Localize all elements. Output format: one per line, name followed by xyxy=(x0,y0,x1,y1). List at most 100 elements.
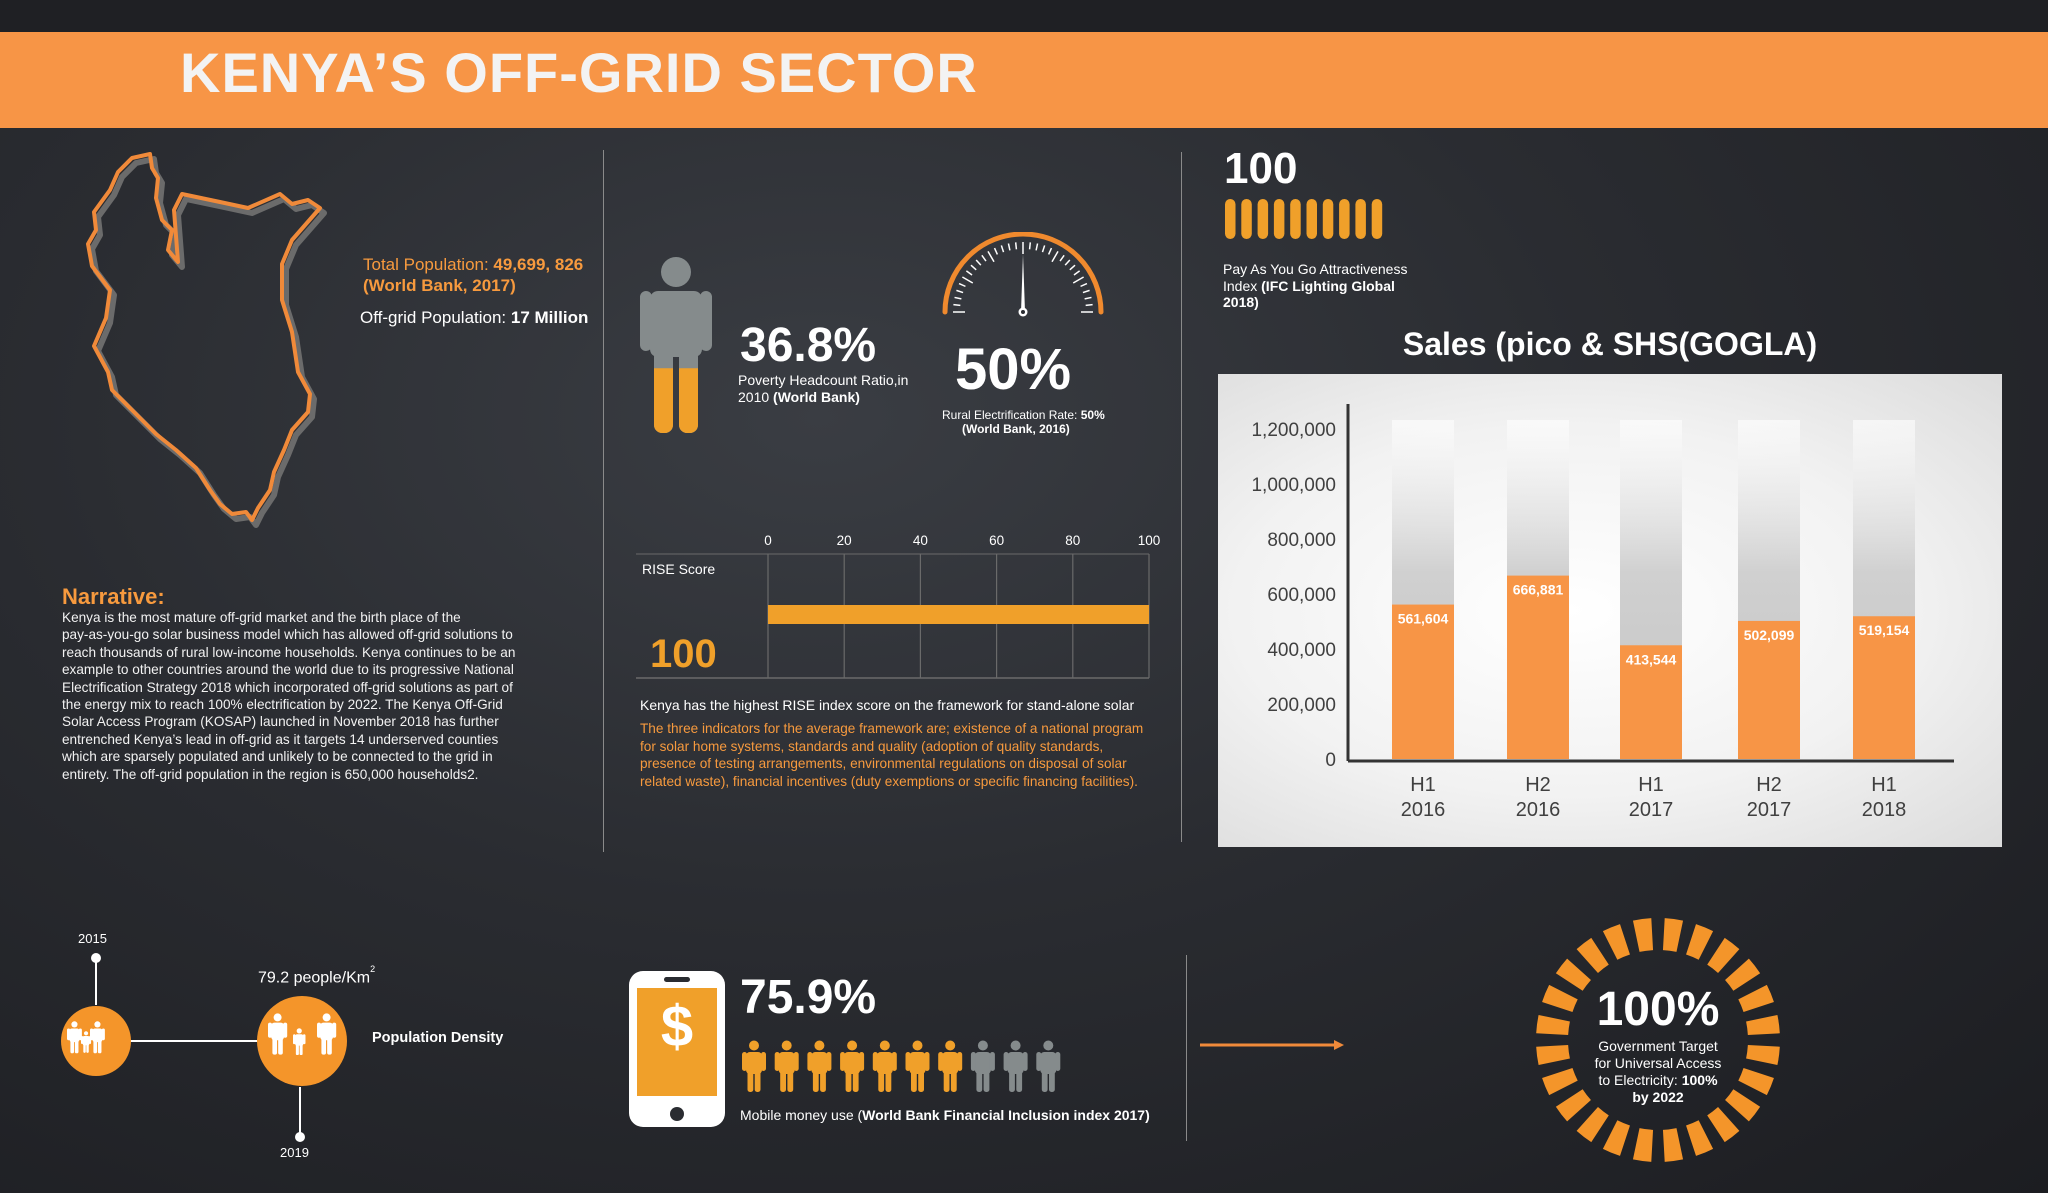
gauge-tick xyxy=(1073,270,1081,276)
rise-caption: Kenya has the highest RISE index score o… xyxy=(640,697,1135,713)
person-icon xyxy=(640,257,712,433)
gauge-tick xyxy=(1080,282,1088,288)
person-icon xyxy=(840,1040,865,1092)
rise-tick-label: 100 xyxy=(1138,533,1161,548)
gauge-tick xyxy=(1041,245,1046,253)
payg-pill xyxy=(1257,199,1269,239)
gauge-tick xyxy=(953,303,961,307)
ring-segment xyxy=(1555,1089,1591,1122)
person-icon xyxy=(774,1040,799,1092)
ring-segment xyxy=(1686,1120,1714,1156)
poverty-label: Poverty Headcount Ratio,in 2010 (World B… xyxy=(738,372,909,405)
gauge-tick xyxy=(956,289,964,294)
parent-icon xyxy=(67,1021,82,1054)
gauge-tick xyxy=(1069,264,1076,271)
gauge-tick xyxy=(1000,245,1005,253)
bar-value-label: 561,604 xyxy=(1398,611,1449,627)
ring-segment xyxy=(1536,1044,1570,1066)
gauge-tick xyxy=(993,247,999,255)
x-tick-label: H1 xyxy=(1410,774,1436,796)
person-icon xyxy=(970,1040,995,1092)
divider-bottom xyxy=(1186,955,1187,1141)
gauge-tick xyxy=(1014,242,1018,250)
rise-tick-label: 0 xyxy=(764,533,772,548)
gauge-tick xyxy=(1007,243,1011,251)
payg-label: Pay As You Go Attractiveness Index (IFC … xyxy=(1223,261,1408,310)
parent-icon xyxy=(317,1013,337,1055)
ring-segment xyxy=(1725,958,1761,991)
bar-value-label: 502,099 xyxy=(1744,627,1795,643)
gauge-tick xyxy=(1059,254,1065,262)
y-tick-label: 1,200,000 xyxy=(1251,420,1336,441)
payg-pill-meter xyxy=(1225,199,1383,239)
y-tick-label: 400,000 xyxy=(1267,640,1336,661)
divider-left xyxy=(603,150,604,852)
gauge-tick xyxy=(1028,242,1032,250)
x-tick-label: H1 xyxy=(1638,774,1664,796)
ring-segment xyxy=(1662,1128,1684,1162)
density-value: 79.2 people/Km2 xyxy=(258,964,376,987)
x-tick-label: 2016 xyxy=(1401,799,1446,821)
narrative-line: Electrification Strategy 2018 which inco… xyxy=(62,679,513,695)
sales-bar xyxy=(1507,575,1569,759)
child-icon xyxy=(81,1031,92,1053)
total-population-source: (World Bank, 2017) xyxy=(363,276,516,295)
gauge-tick xyxy=(1047,247,1053,255)
sales-bar-chart: 0 200,000 400,000 600,000 800,000 1,000,000 1,… xyxy=(1251,404,1954,821)
gauge-tick xyxy=(954,296,962,300)
gauge-tick xyxy=(1084,296,1092,300)
mobile-money-people xyxy=(742,1040,1061,1092)
x-tick-label: H1 xyxy=(1871,774,1897,796)
gauge-tick xyxy=(1082,289,1090,294)
rise-tick-label: 60 xyxy=(989,533,1004,548)
payg-pill xyxy=(1371,199,1383,239)
bar-value-label: 666,881 xyxy=(1513,582,1564,598)
payg-pill xyxy=(1290,199,1301,239)
gauge-tick xyxy=(958,282,966,288)
sales-bar xyxy=(1853,616,1915,759)
y-tick-label: 200,000 xyxy=(1267,695,1336,716)
title-banner xyxy=(0,32,2048,128)
payg-pill xyxy=(1339,199,1350,239)
rural-electrification-value: 50% xyxy=(955,337,1072,402)
year-2015: 2015 xyxy=(78,931,107,946)
rise-tick-label: 80 xyxy=(1065,533,1080,548)
y-tick-label: 0 xyxy=(1325,750,1336,771)
rise-value: 100 xyxy=(650,632,717,676)
gauge-tick xyxy=(1085,303,1093,307)
rise-tick-label: 20 xyxy=(837,533,852,548)
person-icon xyxy=(938,1040,963,1092)
ring-segment xyxy=(1738,984,1774,1012)
person-icon xyxy=(742,1040,766,1092)
offgrid-population: Off-grid Population: 17 Million xyxy=(360,308,589,327)
sales-bar xyxy=(1738,620,1800,759)
ring-segment xyxy=(1542,1068,1578,1096)
ring-segment xyxy=(1662,918,1684,952)
narrative-text: Kenya is the most mature off-grid market… xyxy=(62,609,542,783)
narrative-line: Kenya is the most mature off-grid market… xyxy=(62,610,461,625)
x-tick-label: H2 xyxy=(1525,774,1551,796)
ring-segment xyxy=(1746,1044,1780,1066)
ring-segment xyxy=(1686,924,1714,960)
ring-segment xyxy=(1576,1107,1609,1143)
person-icon xyxy=(1003,1040,1028,1092)
narrative-title: Narrative: xyxy=(62,584,165,609)
gauge-needle xyxy=(1021,254,1025,312)
payg-value: 100 xyxy=(1224,144,1298,193)
payg-pill xyxy=(1273,199,1285,239)
narrative-line: pay-as-you-go solar business model which… xyxy=(62,627,513,643)
divider-right xyxy=(1181,152,1182,842)
y-tick-label: 800,000 xyxy=(1267,530,1336,551)
page-title: KENYA’S OFF-GRID SECTOR xyxy=(180,41,978,104)
payg-pill xyxy=(1241,199,1252,239)
poverty-value: 36.8% xyxy=(740,319,877,372)
mobile-phone-icon: $ xyxy=(629,971,725,1127)
ring-segment xyxy=(1542,984,1578,1012)
sales-bar xyxy=(1392,604,1454,759)
rise-bar xyxy=(768,605,1149,624)
x-tick-label: 2018 xyxy=(1862,799,1907,821)
ring-segment xyxy=(1555,958,1591,991)
narrative-line: entirety. The off-grid population in the… xyxy=(62,766,479,782)
ring-segment xyxy=(1707,937,1740,973)
rise-score-chart: 0 20 40 60 80 100 RISE Score 100 xyxy=(636,533,1161,679)
